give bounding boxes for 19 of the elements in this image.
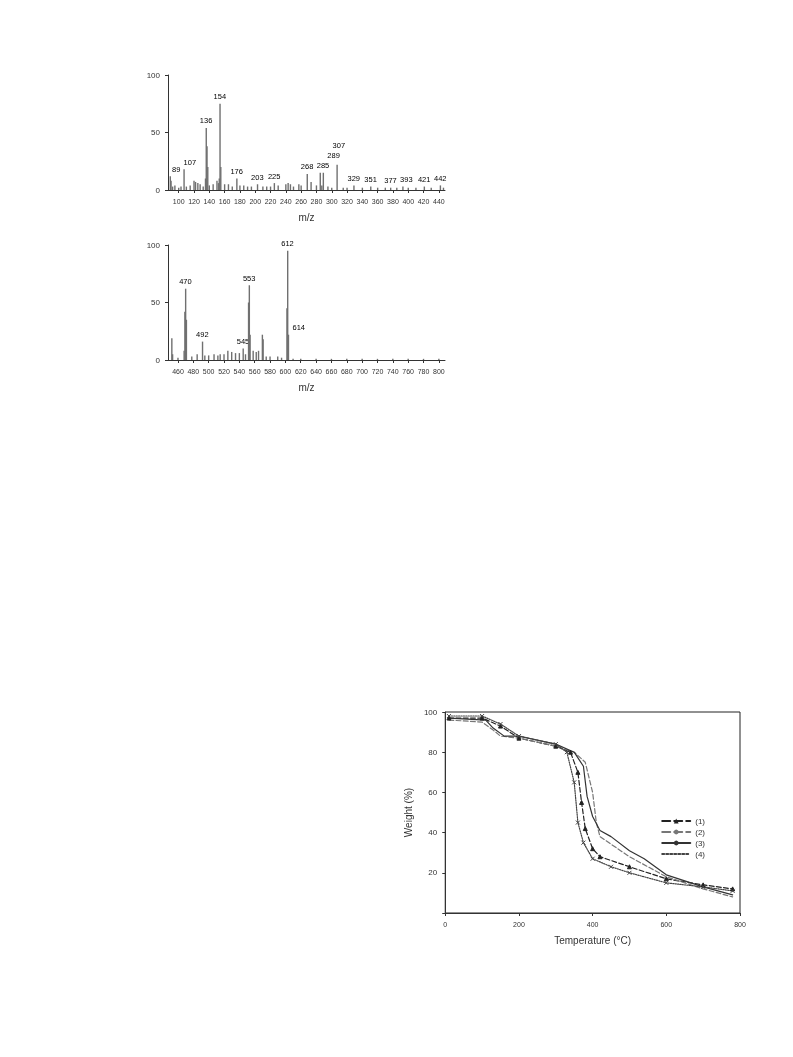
y-tick-label: 0: [155, 185, 161, 195]
y-tick-label: 50: [151, 298, 161, 307]
y-axis-title: Weight (%): [402, 787, 414, 838]
y-tick-label: 50: [151, 128, 161, 137]
y-tick-label: 100: [146, 240, 161, 250]
y-tick-label: 60: [428, 787, 438, 797]
x-axis-title: Temperature (°C): [554, 934, 632, 946]
x-axis-title: m/z: [298, 381, 315, 393]
legend-label: (1): [695, 816, 706, 826]
y-tick-label: 100: [423, 707, 438, 717]
y-tick-label: 100: [146, 70, 161, 80]
legend-label: (2): [695, 827, 706, 837]
y-tick-label: 0: [155, 355, 161, 365]
y-tick-label: 80: [428, 747, 438, 757]
legend-label: (3): [695, 838, 706, 848]
y-tick-label: 40: [428, 828, 438, 838]
y-tick-label: 20: [428, 868, 438, 878]
legend-label: (4): [695, 849, 706, 859]
x-axis-title: m/z: [298, 211, 315, 223]
